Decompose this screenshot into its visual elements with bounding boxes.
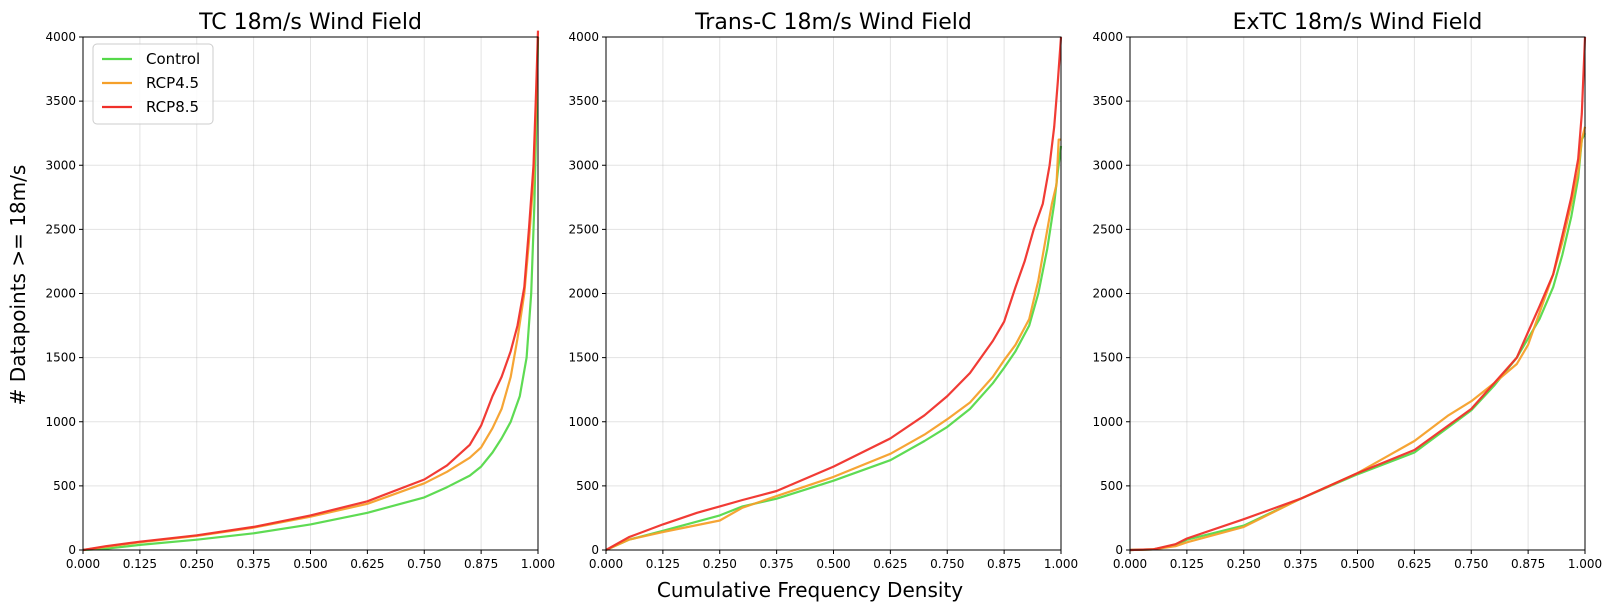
y-axis-label: # Datapoints >= 18m/s <box>6 165 30 406</box>
legend-label: RCP8.5 <box>146 98 199 116</box>
y-tick-label: 500 <box>53 479 76 493</box>
x-tick-label: 0.375 <box>1283 557 1317 571</box>
chart-title: ExTC 18m/s Wind Field <box>1233 10 1483 35</box>
x-tick-label: 0.500 <box>816 557 850 571</box>
y-tick-label: 3500 <box>1092 94 1123 108</box>
x-tick-label: 0.250 <box>1227 557 1261 571</box>
chart-panel-3: 0.000 0.125 0.250 0.375 0.500 0.625 0.750 0.875… <box>1092 10 1602 571</box>
y-tick-label: 3000 <box>45 158 76 172</box>
x-tick-label: 0.125 <box>646 557 680 571</box>
x-tick-label: 0.125 <box>123 557 157 571</box>
y-tick-label: 1000 <box>568 415 599 429</box>
x-tick-label: 1.000 <box>1044 557 1078 571</box>
series-line-control <box>605 145 1063 552</box>
chart-panel-2: 0.000 0.125 0.250 0.375 0.500 0.625 0.750 0.875… <box>568 10 1078 571</box>
y-tick-label: 1500 <box>568 351 599 365</box>
x-tick-label: 0.625 <box>350 557 384 571</box>
y-tick-label: 2500 <box>45 222 76 236</box>
x-tick-label: 0.375 <box>236 557 270 571</box>
x-axis-label: Cumulative Frequency Density <box>657 578 963 602</box>
x-tick-label: 0.000 <box>1113 557 1147 571</box>
legend-label: Control <box>146 50 200 68</box>
x-tick-label: 0.875 <box>1511 557 1545 571</box>
x-tick-label: 0.125 <box>1170 557 1204 571</box>
x-tick-label: 1.000 <box>1568 557 1602 571</box>
y-tick-label: 3500 <box>568 94 599 108</box>
y-tick-label: 3500 <box>45 94 76 108</box>
y-tick-label: 1500 <box>45 351 76 365</box>
y-tick-label: 3000 <box>568 158 599 172</box>
y-tick-label: 0 <box>68 543 76 557</box>
series-line-rcp8-5 <box>82 30 540 552</box>
legend-label: RCP4.5 <box>146 74 199 92</box>
chart-title: Trans-C 18m/s Wind Field <box>694 10 972 35</box>
y-tick-label: 4000 <box>45 30 76 44</box>
x-tick-label: 0.000 <box>589 557 623 571</box>
series-line-rcp8-5 <box>1129 36 1587 552</box>
y-tick-label: 1000 <box>45 415 76 429</box>
plot-area <box>606 37 1061 550</box>
y-tick-label: 500 <box>1100 479 1123 493</box>
x-tick-label: 0.375 <box>759 557 793 571</box>
y-tick-label: 3000 <box>1092 158 1123 172</box>
x-tick-label: 0.250 <box>703 557 737 571</box>
x-tick-label: 0.625 <box>873 557 907 571</box>
plot-area <box>1130 37 1585 550</box>
y-tick-label: 4000 <box>568 30 599 44</box>
y-tick-label: 2500 <box>1092 222 1123 236</box>
y-tick-label: 2000 <box>568 287 599 301</box>
legend: Control RCP4.5 RCP8.5 <box>92 43 214 125</box>
x-tick-label: 0.750 <box>1454 557 1488 571</box>
y-tick-label: 1000 <box>1092 415 1123 429</box>
y-tick-label: 500 <box>576 479 599 493</box>
y-tick-label: 2000 <box>1092 287 1123 301</box>
y-tick-label: 0 <box>1115 543 1123 557</box>
y-tick-label: 0 <box>591 543 599 557</box>
x-tick-label: 0.500 <box>1340 557 1374 571</box>
y-tick-label: 4000 <box>1092 30 1123 44</box>
y-tick-label: 2000 <box>45 287 76 301</box>
x-tick-label: 0.875 <box>464 557 498 571</box>
legend-frame <box>92 43 214 125</box>
series-line-rcp8-5 <box>605 36 1063 551</box>
y-tick-label: 2500 <box>568 222 599 236</box>
x-tick-label: 0.625 <box>1397 557 1431 571</box>
x-tick-label: 0.875 <box>987 557 1021 571</box>
x-tick-label: 0.000 <box>66 557 100 571</box>
chart-title: TC 18m/s Wind Field <box>198 10 422 35</box>
series-line-control <box>82 36 540 552</box>
x-tick-label: 0.250 <box>180 557 214 571</box>
x-tick-label: 0.750 <box>407 557 441 571</box>
y-tick-label: 1500 <box>1092 351 1123 365</box>
x-tick-label: 0.750 <box>930 557 964 571</box>
series-line-rcp4-5 <box>605 138 1061 552</box>
x-tick-label: 1.000 <box>521 557 555 571</box>
series-line-rcp4-5 <box>1129 126 1587 552</box>
x-tick-label: 0.500 <box>293 557 327 571</box>
